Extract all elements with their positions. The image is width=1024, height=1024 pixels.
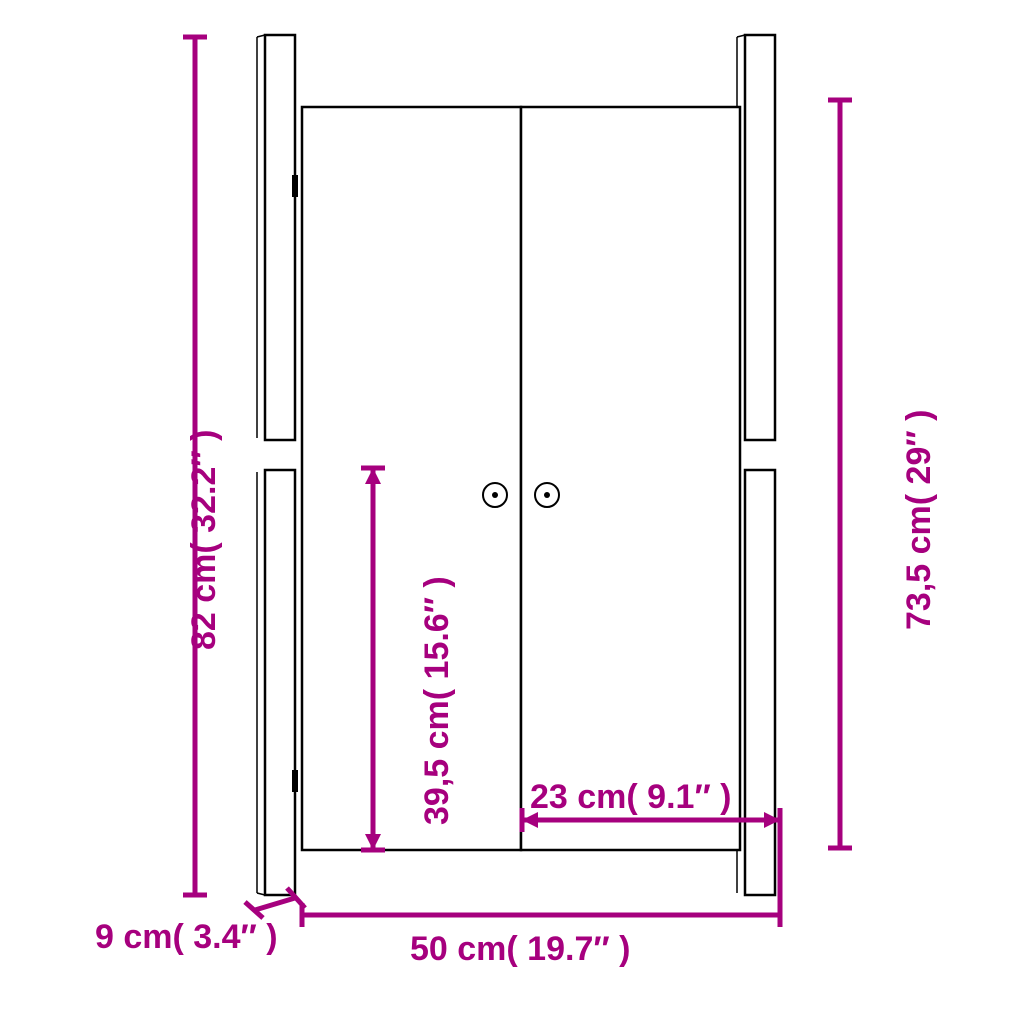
diagram-canvas: 82 cm( 32.2″ ) 73,5 cm( 29″ ) 39,5 cm( 1… bbox=[0, 0, 1024, 1024]
diagram-svg bbox=[0, 0, 1024, 1024]
dim-label-23: 23 cm( 9.1″ ) bbox=[530, 778, 732, 817]
dim-label-735: 73,5 cm( 29″ ) bbox=[900, 410, 939, 630]
dim-label-395: 39,5 cm( 15.6″ ) bbox=[418, 576, 457, 825]
dim-label-82: 82 cm( 32.2″ ) bbox=[185, 430, 224, 650]
dim-label-9: 9 cm( 3.4″ ) bbox=[95, 918, 278, 957]
dim-label-50: 50 cm( 19.7″ ) bbox=[410, 930, 630, 969]
